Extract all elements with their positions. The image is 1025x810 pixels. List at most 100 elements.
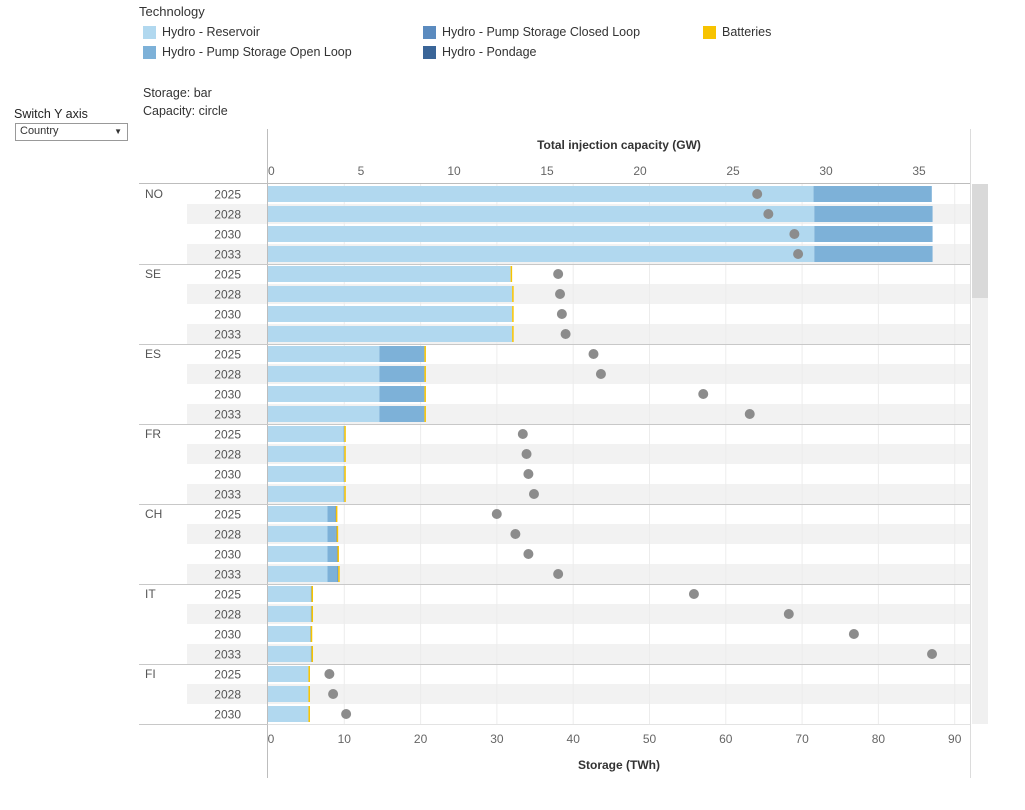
legend-label: Batteries	[722, 25, 772, 39]
bar-segment	[311, 606, 314, 622]
bottom-tick-label: 80	[872, 732, 886, 746]
legend-item[interactable]: Hydro - Pump Storage Open Loop	[143, 44, 352, 60]
capacity-dot	[510, 529, 521, 539]
capacity-dot	[553, 269, 564, 279]
capacity-dot	[793, 249, 804, 259]
bar-segment	[379, 386, 425, 402]
year-label: 2030	[214, 308, 241, 322]
bottom-tick-label: 40	[567, 732, 581, 746]
bar-segment	[268, 386, 380, 402]
bar-segment	[268, 426, 344, 442]
bar-segment	[335, 506, 338, 522]
bar-segment	[343, 446, 345, 462]
legend-item[interactable]: Hydro - Pump Storage Closed Loop	[423, 24, 640, 40]
bar-segment	[268, 546, 328, 562]
capacity-dot	[328, 689, 339, 699]
capacity-dot	[517, 429, 528, 439]
capacity-dot	[688, 589, 699, 599]
scrollbar-thumb[interactable]	[972, 184, 988, 298]
legend-item[interactable]: Batteries	[703, 24, 771, 40]
bar-segment	[344, 486, 346, 502]
chevron-down-icon: ▼	[114, 127, 122, 136]
capacity-dot	[588, 349, 599, 359]
bar-segment	[335, 526, 337, 542]
bar-segment	[268, 246, 815, 262]
top-tick-label: 30	[819, 164, 833, 178]
bar-segment	[512, 286, 514, 302]
top-tick-label: 25	[726, 164, 740, 178]
year-label: 2028	[214, 288, 241, 302]
bar-segment	[311, 646, 314, 662]
bar-segment	[337, 566, 339, 582]
legend-title: Technology	[139, 4, 205, 19]
switch-y-axis-label: Switch Y axis	[14, 107, 88, 121]
bar-segment	[336, 546, 338, 562]
bar-segment	[268, 666, 309, 682]
switch-y-axis-value: Country	[20, 125, 59, 137]
bar-segment	[327, 526, 336, 542]
row-band	[187, 684, 970, 704]
capacity-dot	[698, 389, 709, 399]
capacity-dot	[744, 409, 755, 419]
year-label: 2030	[214, 628, 241, 642]
capacity-dot	[523, 469, 534, 479]
country-label: NO	[145, 187, 163, 201]
bar-segment	[310, 606, 312, 622]
bar-segment	[512, 326, 514, 342]
bar-segment	[309, 626, 311, 642]
bar-segment	[813, 186, 932, 202]
legend-label: Hydro - Pondage	[442, 45, 537, 59]
bar-segment	[308, 686, 310, 702]
bar-segment	[335, 506, 336, 522]
bar-segment	[268, 206, 815, 222]
year-label: 2025	[214, 428, 241, 442]
year-label: 2025	[214, 588, 241, 602]
scrollbar-track[interactable]	[972, 184, 988, 724]
legend-label: Hydro - Pump Storage Closed Loop	[442, 25, 641, 39]
switch-y-axis-dropdown[interactable]: Country ▼	[15, 123, 128, 141]
storage-note: Storage: bar	[143, 86, 212, 100]
year-label: 2033	[214, 488, 241, 502]
legend-label: Hydro - Pump Storage Open Loop	[162, 45, 352, 59]
bottom-tick-label: 50	[643, 732, 657, 746]
legend-item[interactable]: Hydro - Reservoir	[143, 24, 260, 40]
bar-segment	[343, 466, 345, 482]
year-label: 2028	[214, 448, 241, 462]
legend-swatch	[143, 45, 156, 59]
capacity-dot	[523, 549, 534, 559]
year-label: 2028	[214, 528, 241, 542]
row-band	[187, 644, 970, 664]
country-label: IT	[145, 587, 156, 601]
bar-segment	[379, 366, 425, 382]
bar-segment	[268, 186, 814, 202]
bar-segment	[310, 626, 313, 642]
legend-swatch	[423, 25, 436, 39]
bar-segment	[268, 266, 511, 282]
bottom-tick-label: 70	[795, 732, 809, 746]
bar-segment	[268, 366, 380, 382]
bar-segment	[343, 486, 345, 502]
capacity-dot	[553, 569, 564, 579]
row-band	[187, 484, 970, 504]
bottom-tick-label: 20	[414, 732, 428, 746]
capacity-dot	[848, 629, 859, 639]
bar-segment	[338, 566, 340, 582]
bar-segment	[268, 306, 513, 322]
row-band	[187, 604, 970, 624]
capacity-dot	[789, 229, 800, 239]
year-label: 2025	[214, 188, 241, 202]
bar-segment	[424, 406, 426, 422]
bar-segment	[379, 406, 425, 422]
bar-segment	[424, 346, 426, 362]
legend-item[interactable]: Hydro - Pondage	[423, 44, 537, 60]
bottom-tick-label: 10	[338, 732, 352, 746]
capacity-dot	[324, 669, 335, 679]
year-label: 2033	[214, 648, 241, 662]
year-label: 2028	[214, 208, 241, 222]
bar-segment	[268, 346, 380, 362]
capacity-dot	[491, 509, 502, 519]
bar-segment	[268, 446, 344, 462]
bar-segment	[344, 466, 346, 482]
year-label: 2030	[214, 708, 241, 722]
year-label: 2025	[214, 508, 241, 522]
